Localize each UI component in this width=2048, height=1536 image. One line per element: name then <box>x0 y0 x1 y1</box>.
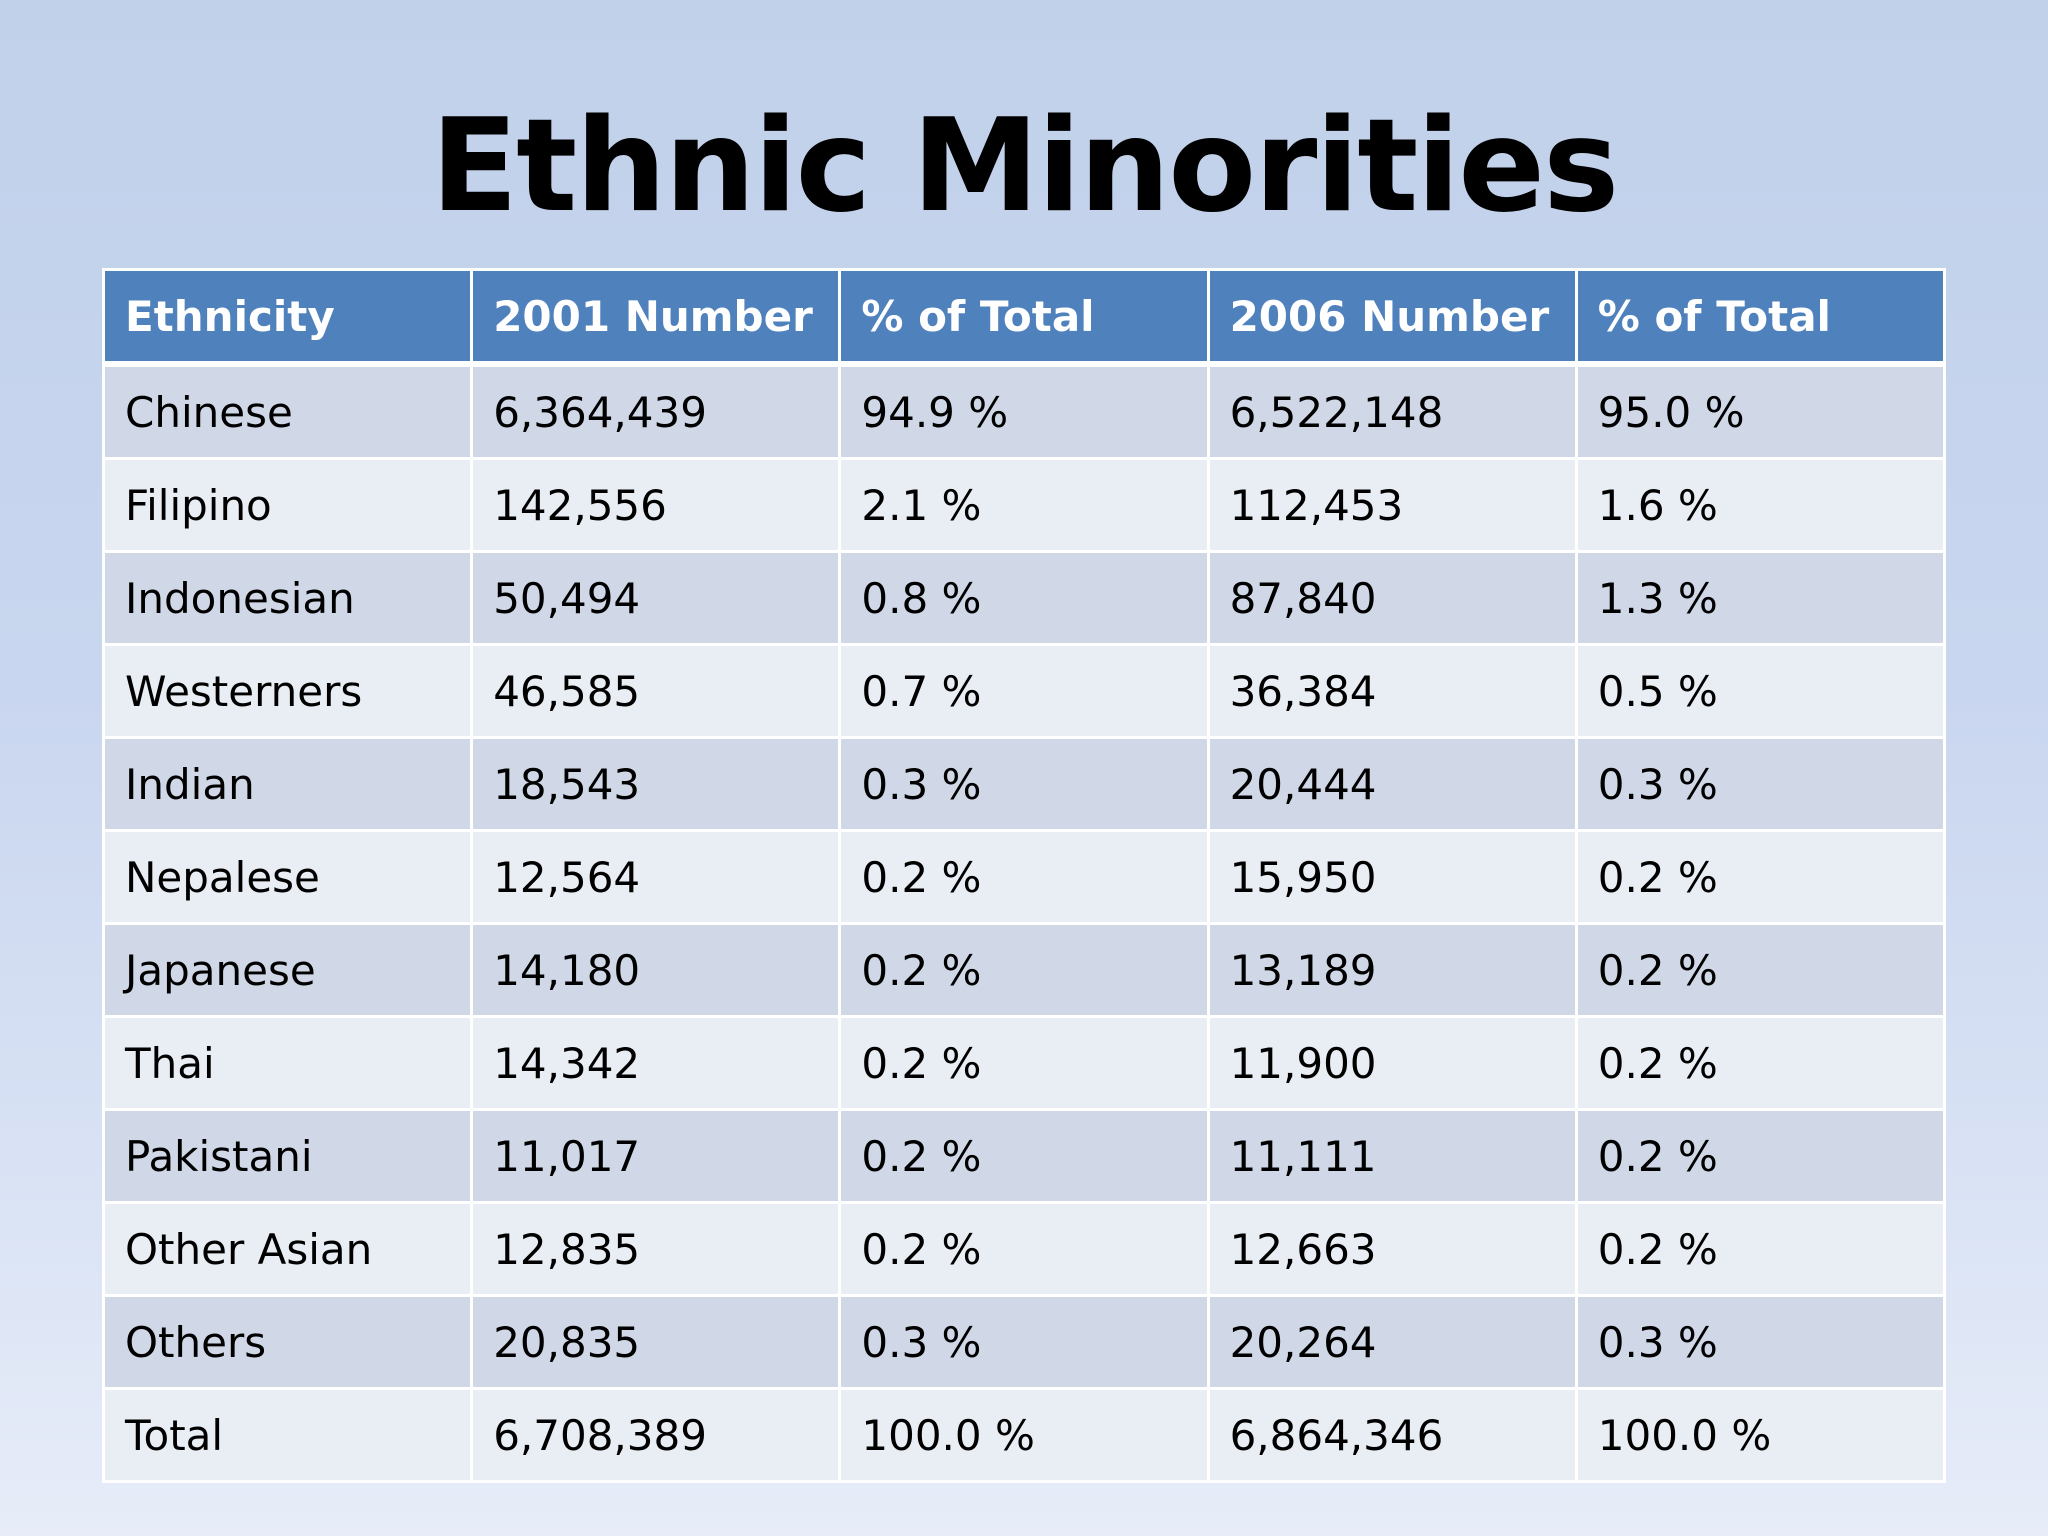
cell-2001-percent: 0.2 % <box>838 1015 1210 1111</box>
cell-2006-percent: 0.2 % <box>1574 1201 1947 1297</box>
table-row: Others 20,835 0.3 % 20,264 0.3 % <box>101 1294 1947 1390</box>
cell-2006-percent: 0.2 % <box>1574 1015 1947 1111</box>
cell-2006-percent: 0.2 % <box>1574 1108 1947 1204</box>
cell-ethnicity: Chinese <box>101 362 474 460</box>
cell-2001-percent: 0.8 % <box>838 550 1210 646</box>
table-row: Japanese 14,180 0.2 % 13,189 0.2 % <box>101 922 1947 1018</box>
table-row: Other Asian 12,835 0.2 % 12,663 0.2 % <box>101 1201 1947 1297</box>
cell-ethnicity: Total <box>101 1387 474 1483</box>
ethnicity-table-container: Ethnicity 2001 Number % of Total 2006 Nu… <box>101 268 1947 1483</box>
cell-2001-percent: 100.0 % <box>838 1387 1210 1483</box>
header-2001-percent: % of Total <box>838 268 1210 367</box>
cell-ethnicity: Other Asian <box>101 1201 474 1297</box>
cell-2001-number: 12,564 <box>470 829 842 925</box>
cell-2001-number: 14,180 <box>470 922 842 1018</box>
slide-title: Ethnic Minorities <box>430 92 1620 241</box>
cell-2006-percent: 100.0 % <box>1574 1387 1947 1483</box>
cell-2001-percent: 0.3 % <box>838 1294 1210 1390</box>
table-row: Filipino 142,556 2.1 % 112,453 1.6 % <box>101 457 1947 553</box>
cell-2006-number: 11,900 <box>1206 1015 1578 1111</box>
ethnicity-table: Ethnicity 2001 Number % of Total 2006 Nu… <box>101 268 1947 1483</box>
table-row: Indian 18,543 0.3 % 20,444 0.3 % <box>101 736 1947 832</box>
cell-ethnicity: Indonesian <box>101 550 474 646</box>
cell-2006-number: 11,111 <box>1206 1108 1578 1204</box>
cell-2006-percent: 0.3 % <box>1574 1294 1947 1390</box>
table-row: Chinese 6,364,439 94.9 % 6,522,148 95.0 … <box>101 362 1947 460</box>
cell-2001-number: 20,835 <box>470 1294 842 1390</box>
cell-2006-number: 87,840 <box>1206 550 1578 646</box>
header-2006-percent: % of Total <box>1574 268 1947 367</box>
cell-2001-percent: 0.2 % <box>838 829 1210 925</box>
header-2006-number: 2006 Number <box>1206 268 1578 367</box>
cell-ethnicity: Thai <box>101 1015 474 1111</box>
cell-2006-number: 112,453 <box>1206 457 1578 553</box>
cell-2006-number: 12,663 <box>1206 1201 1578 1297</box>
cell-2001-percent: 0.3 % <box>838 736 1210 832</box>
cell-2006-number: 20,264 <box>1206 1294 1578 1390</box>
cell-ethnicity: Others <box>101 1294 474 1390</box>
table-row: Pakistani 11,017 0.2 % 11,111 0.2 % <box>101 1108 1947 1204</box>
cell-2006-percent: 1.3 % <box>1574 550 1947 646</box>
cell-ethnicity: Filipino <box>101 457 474 553</box>
cell-2006-percent: 0.5 % <box>1574 643 1947 739</box>
cell-2006-number: 6,522,148 <box>1206 362 1578 460</box>
cell-ethnicity: Indian <box>101 736 474 832</box>
cell-2001-percent: 94.9 % <box>838 362 1210 460</box>
table-row-total: Total 6,708,389 100.0 % 6,864,346 100.0 … <box>101 1387 1947 1483</box>
cell-2006-percent: 1.6 % <box>1574 457 1947 553</box>
cell-ethnicity: Pakistani <box>101 1108 474 1204</box>
table-row: Thai 14,342 0.2 % 11,900 0.2 % <box>101 1015 1947 1111</box>
cell-ethnicity: Japanese <box>101 922 474 1018</box>
cell-2001-percent: 2.1 % <box>838 457 1210 553</box>
table-row: Indonesian 50,494 0.8 % 87,840 1.3 % <box>101 550 1947 646</box>
cell-2001-number: 18,543 <box>470 736 842 832</box>
cell-2001-number: 11,017 <box>470 1108 842 1204</box>
cell-2001-number: 142,556 <box>470 457 842 553</box>
cell-2001-number: 14,342 <box>470 1015 842 1111</box>
cell-2001-percent: 0.2 % <box>838 1108 1210 1204</box>
table-row: Westerners 46,585 0.7 % 36,384 0.5 % <box>101 643 1947 739</box>
table-body: Chinese 6,364,439 94.9 % 6,522,148 95.0 … <box>101 362 1947 1483</box>
cell-2006-percent: 0.3 % <box>1574 736 1947 832</box>
cell-2001-percent: 0.7 % <box>838 643 1210 739</box>
cell-2001-number: 6,364,439 <box>470 362 842 460</box>
cell-2001-percent: 0.2 % <box>838 1201 1210 1297</box>
cell-2001-number: 6,708,389 <box>470 1387 842 1483</box>
cell-2001-number: 50,494 <box>470 550 842 646</box>
cell-2006-percent: 0.2 % <box>1574 829 1947 925</box>
table-row: Nepalese 12,564 0.2 % 15,950 0.2 % <box>101 829 1947 925</box>
cell-2001-number: 12,835 <box>470 1201 842 1297</box>
header-ethnicity: Ethnicity <box>101 268 474 367</box>
header-2001-number: 2001 Number <box>470 268 842 367</box>
cell-2006-number: 6,864,346 <box>1206 1387 1578 1483</box>
cell-2006-percent: 95.0 % <box>1574 362 1947 460</box>
cell-2006-number: 20,444 <box>1206 736 1578 832</box>
cell-2006-percent: 0.2 % <box>1574 922 1947 1018</box>
cell-2001-percent: 0.2 % <box>838 922 1210 1018</box>
cell-2006-number: 15,950 <box>1206 829 1578 925</box>
cell-ethnicity: Westerners <box>101 643 474 739</box>
cell-2006-number: 36,384 <box>1206 643 1578 739</box>
table-header-row: Ethnicity 2001 Number % of Total 2006 Nu… <box>101 268 1947 367</box>
cell-ethnicity: Nepalese <box>101 829 474 925</box>
cell-2006-number: 13,189 <box>1206 922 1578 1018</box>
cell-2001-number: 46,585 <box>470 643 842 739</box>
